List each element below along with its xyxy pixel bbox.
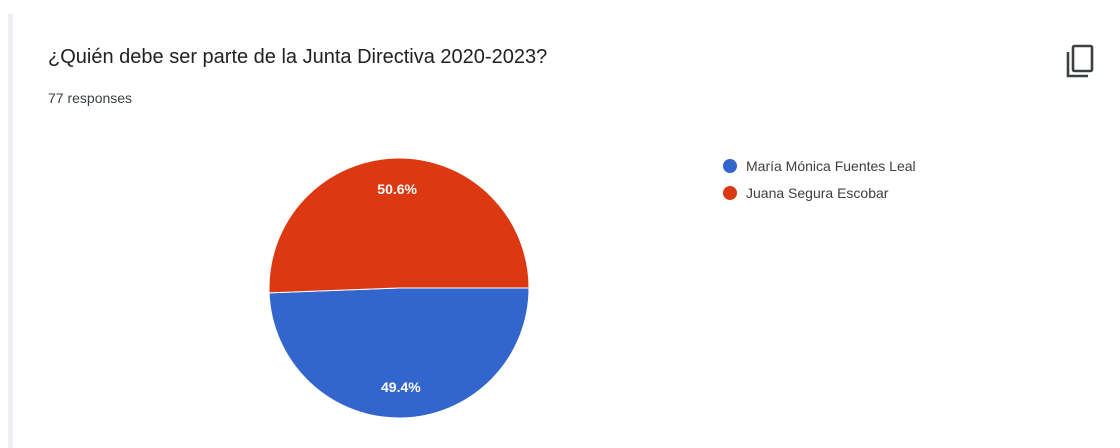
slice-juana-segura-escobar[interactable] [268, 157, 530, 294]
slice-percent-label: 49.4% [381, 379, 421, 395]
response-count: 77 responses [48, 90, 133, 106]
copy-icon [1066, 44, 1094, 78]
question-title: ¿Quién debe ser parte de la Junta Direct… [48, 46, 548, 68]
copy-chart-button[interactable] [1062, 40, 1096, 80]
legend-label: María Mónica Fuentes Leal [746, 158, 916, 174]
slice-percent-label: 50.6% [377, 181, 417, 197]
legend-item[interactable]: Juana Segura Escobar [723, 185, 889, 201]
legend-swatch [723, 159, 737, 173]
legend-swatch [723, 186, 737, 200]
legend-item[interactable]: María Mónica Fuentes Leal [723, 158, 916, 174]
slice-maria-monica-fuentes-leal[interactable] [268, 287, 530, 419]
legend-label: Juana Segura Escobar [746, 185, 889, 201]
card-left-edge [8, 14, 13, 448]
